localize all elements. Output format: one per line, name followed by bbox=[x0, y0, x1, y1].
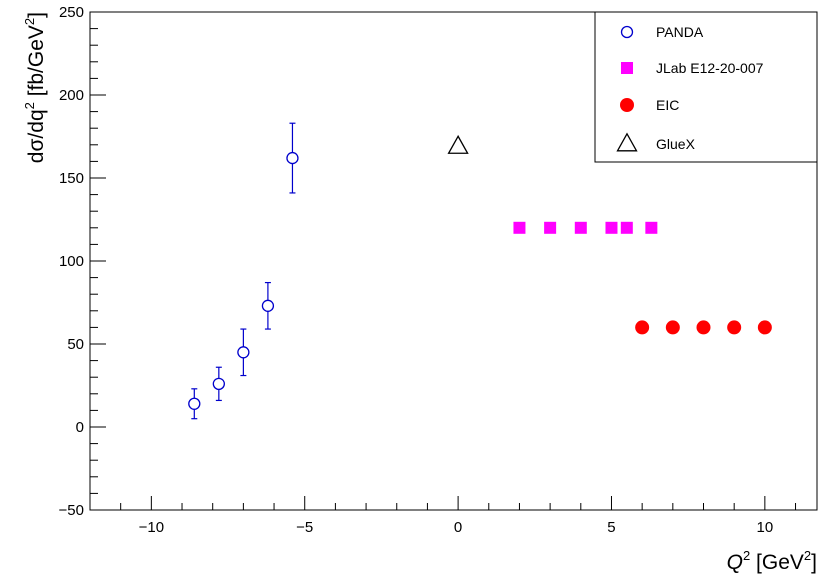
data-point bbox=[237, 346, 250, 359]
data-point bbox=[645, 221, 658, 234]
y-tick-label: 100 bbox=[59, 253, 84, 270]
data-point bbox=[447, 134, 469, 154]
x-tick-label: 5 bbox=[607, 519, 615, 536]
y-axis: −50 0 50 100 150 200 250 bbox=[59, 4, 106, 519]
x-axis-title: Q2 [GeV2] bbox=[727, 548, 817, 574]
series-jlab-e12-20-007 bbox=[513, 221, 658, 234]
data-point bbox=[544, 221, 557, 234]
x-tick-label: −5 bbox=[296, 519, 313, 536]
data-point bbox=[727, 320, 742, 335]
x-tick-label: −10 bbox=[139, 519, 164, 536]
x-axis: −10 −5 0 5 10 bbox=[120, 496, 797, 536]
y-tick-label: 50 bbox=[67, 336, 84, 353]
y-tick-label: 0 bbox=[76, 419, 84, 436]
data-point bbox=[188, 397, 201, 410]
y-tick-label: 200 bbox=[59, 87, 84, 104]
x-tick-label: 0 bbox=[454, 519, 462, 536]
legend-marker bbox=[621, 62, 633, 74]
data-point bbox=[286, 151, 299, 165]
x-tick-label: 10 bbox=[757, 519, 774, 536]
legend-box bbox=[594, 11, 818, 163]
data-point bbox=[665, 320, 680, 335]
data-point bbox=[757, 320, 772, 335]
y-tick-label: −50 bbox=[59, 502, 84, 519]
series-gluex bbox=[447, 134, 469, 154]
data-point bbox=[261, 299, 275, 312]
legend-label: JLab E12-20-007 bbox=[656, 60, 764, 76]
data-marks bbox=[188, 122, 772, 420]
data-point bbox=[605, 221, 618, 234]
data-point bbox=[212, 377, 225, 390]
legend-label: EIC bbox=[656, 97, 679, 113]
series-eic bbox=[635, 320, 772, 335]
data-point bbox=[513, 221, 526, 234]
legend: PANDA JLab E12-20-007 EIC GlueX bbox=[594, 11, 818, 163]
legend-label: PANDA bbox=[656, 24, 704, 40]
series-panda bbox=[188, 122, 299, 420]
y-axis-title: dσ/dq2 [fb/GeV2] bbox=[22, 12, 48, 163]
legend-label: GlueX bbox=[656, 136, 696, 152]
data-point bbox=[635, 320, 650, 335]
data-point bbox=[620, 221, 633, 234]
y-tick-label: 150 bbox=[59, 170, 84, 187]
legend-marker bbox=[620, 25, 634, 39]
data-point bbox=[696, 320, 711, 335]
legend-marker bbox=[620, 98, 634, 112]
legend-marker bbox=[616, 132, 638, 152]
data-point bbox=[574, 221, 587, 234]
y-tick-label: 250 bbox=[59, 4, 84, 21]
